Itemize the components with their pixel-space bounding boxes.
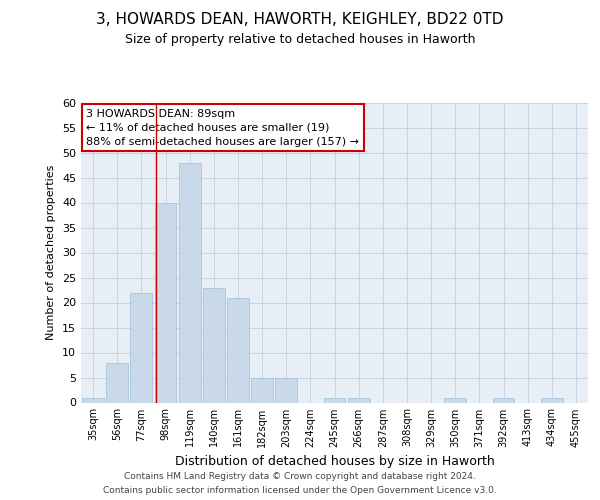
Bar: [106, 362, 128, 403]
Bar: [275, 378, 297, 402]
Text: Contains public sector information licensed under the Open Government Licence v3: Contains public sector information licen…: [103, 486, 497, 495]
Bar: [203, 288, 224, 403]
Bar: [227, 298, 249, 403]
Text: Size of property relative to detached houses in Haworth: Size of property relative to detached ho…: [125, 32, 475, 46]
Bar: [130, 292, 152, 403]
Bar: [541, 398, 563, 402]
Bar: [493, 398, 514, 402]
Bar: [323, 398, 346, 402]
Bar: [155, 202, 176, 402]
X-axis label: Distribution of detached houses by size in Haworth: Distribution of detached houses by size …: [175, 455, 494, 468]
Text: 3, HOWARDS DEAN, HAWORTH, KEIGHLEY, BD22 0TD: 3, HOWARDS DEAN, HAWORTH, KEIGHLEY, BD22…: [96, 12, 504, 28]
Bar: [445, 398, 466, 402]
Text: 3 HOWARDS DEAN: 89sqm
← 11% of detached houses are smaller (19)
88% of semi-deta: 3 HOWARDS DEAN: 89sqm ← 11% of detached …: [86, 108, 359, 146]
Bar: [82, 398, 104, 402]
Text: Contains HM Land Registry data © Crown copyright and database right 2024.: Contains HM Land Registry data © Crown c…: [124, 472, 476, 481]
Bar: [251, 378, 273, 402]
Bar: [348, 398, 370, 402]
Y-axis label: Number of detached properties: Number of detached properties: [46, 165, 56, 340]
Bar: [179, 162, 200, 402]
